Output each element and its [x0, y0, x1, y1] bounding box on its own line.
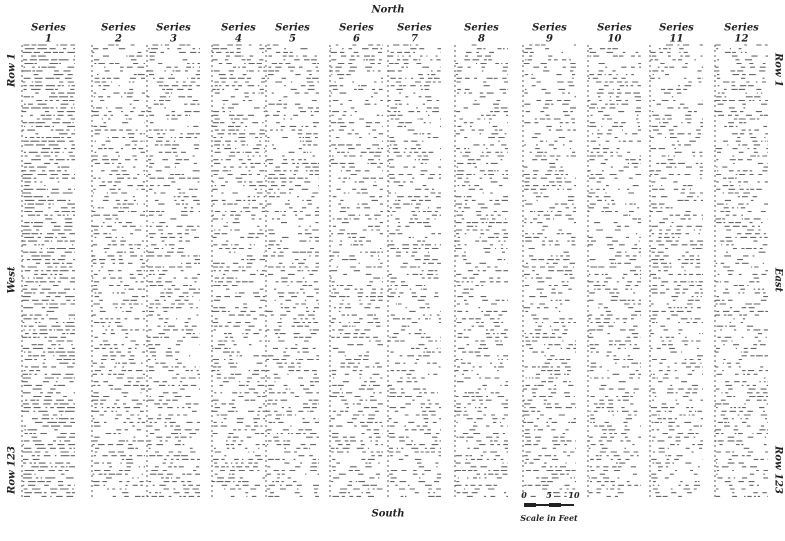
plot-rows [715, 44, 768, 497]
series-label: Series [275, 23, 310, 34]
series-label: Series [532, 23, 567, 34]
scale-tick: 5 [546, 490, 552, 500]
south-label: South [371, 509, 404, 520]
plot-rows [147, 44, 200, 497]
plot-rows [212, 44, 265, 497]
series-number: 7 [411, 34, 418, 45]
series-label: Series [397, 23, 432, 34]
series-label: Series [464, 23, 499, 34]
plot-rows [330, 44, 383, 497]
north-label: North [371, 5, 405, 16]
plot-rows [588, 48, 641, 497]
scale-tick: 10 [568, 490, 580, 500]
east-label: East [773, 267, 784, 293]
scale-segment [549, 503, 561, 507]
series-label: Series [156, 23, 191, 34]
series-number: 6 [353, 34, 360, 45]
series-number: 11 [670, 34, 684, 45]
plot-rows [266, 44, 319, 497]
row-last-right: Row 123 [773, 445, 784, 494]
series-label: Series [221, 23, 256, 34]
row-first-right: Row 1 [773, 52, 784, 87]
series-number: 8 [478, 34, 485, 45]
plot-rows [455, 44, 508, 497]
series-number: 12 [735, 34, 749, 45]
plot-rows [388, 44, 441, 497]
plot-rows [523, 44, 576, 497]
plot-rows [650, 44, 703, 497]
series-label: Series [724, 23, 759, 34]
series-number: 3 [170, 34, 177, 45]
scale-tick: 0 [521, 490, 527, 500]
scale-bar: 0 5 10 Scale in Feet [520, 490, 580, 523]
series-label: Series [31, 23, 66, 34]
plot-rows [92, 44, 145, 497]
series-number: 2 [114, 34, 122, 45]
scale-segment [524, 503, 536, 507]
plot-rows [22, 44, 75, 497]
series-number: 9 [546, 34, 553, 45]
series-number: 1 [45, 34, 52, 45]
series-label: Series [659, 23, 694, 34]
series-label: Series [339, 23, 374, 34]
series-number: 4 [235, 34, 242, 45]
scale-caption: Scale in Feet [520, 513, 578, 523]
west-label: West [7, 266, 18, 293]
series-number: 10 [608, 34, 622, 45]
series-label: Series [597, 23, 632, 34]
row-last-left: Row 123 [7, 446, 18, 495]
series-number: 5 [289, 34, 296, 45]
row-first-left: Row 1 [7, 53, 18, 88]
series-label: Series [101, 23, 136, 34]
